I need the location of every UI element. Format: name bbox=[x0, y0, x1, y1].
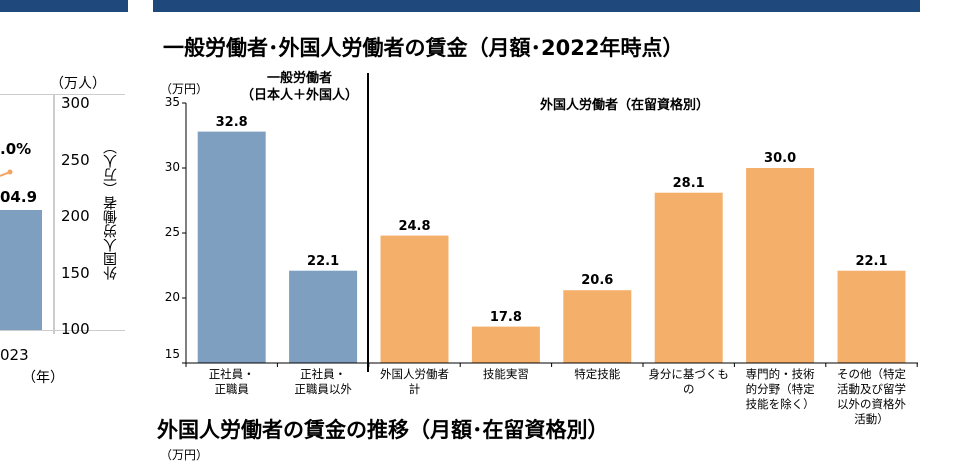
left-chart: （万人） .0% 04.9 300 250 200 150 100 外国人労働者（万人）… bbox=[0, 0, 150, 400]
group-label-general: 一般労働者 （日本人＋外国人） bbox=[240, 71, 358, 103]
y-tick-label: 30 bbox=[164, 160, 180, 174]
category-label: 外国人労働者 計 bbox=[380, 367, 449, 396]
category-label: その他（特定 活動及び留学 以外の資格外 活動） bbox=[837, 367, 906, 426]
header-band-right bbox=[153, 0, 920, 12]
group-label-foreign: 外国人労働者（在留資格別） bbox=[540, 98, 710, 113]
category-label: 専門的・技術 的分野（特定 技能を除く） bbox=[745, 367, 815, 411]
value-label: 17.8 bbox=[489, 309, 522, 325]
category-label: 技能実習 bbox=[482, 367, 529, 381]
bar-2 bbox=[380, 235, 449, 363]
next-section-unit: （万円） bbox=[160, 448, 209, 462]
left-baseline bbox=[0, 330, 125, 331]
left-tick-label: 150 bbox=[61, 263, 90, 282]
y-tick-label: 15 bbox=[164, 347, 180, 361]
y-tick-label: 20 bbox=[164, 290, 180, 304]
left-gridline-top bbox=[0, 94, 125, 95]
left-x-tick: 023 bbox=[0, 346, 29, 364]
value-label: 24.8 bbox=[398, 218, 431, 234]
bar-7 bbox=[837, 270, 906, 363]
left-unit: （万人） bbox=[50, 76, 106, 92]
left-line-label: .0% bbox=[0, 140, 32, 158]
value-label: 22.1 bbox=[307, 253, 340, 269]
left-bar bbox=[0, 210, 42, 330]
category-label: 正社員・ 正職員以外 bbox=[294, 367, 352, 396]
category-label: 特定技能 bbox=[574, 367, 621, 381]
value-label: 22.1 bbox=[855, 253, 888, 269]
y-unit: （万円） bbox=[160, 82, 209, 96]
left-tick-label: 200 bbox=[61, 207, 90, 225]
bar-6 bbox=[746, 168, 815, 363]
y-tick-label: 25 bbox=[164, 225, 180, 239]
next-section-title: 外国人労働者の賃金の推移（月額･在留資格別） bbox=[157, 418, 609, 442]
bar-1 bbox=[289, 270, 358, 363]
bar-3 bbox=[471, 326, 540, 363]
bar-4 bbox=[563, 290, 632, 363]
value-label: 30.0 bbox=[764, 151, 797, 166]
left-bar-label: 04.9 bbox=[0, 188, 38, 206]
left-x-unit: （年） bbox=[22, 370, 64, 386]
header-band-left bbox=[0, 0, 128, 12]
category-label: 身分に基づくも の bbox=[648, 367, 729, 396]
value-label: 20.6 bbox=[581, 273, 614, 289]
left-axis bbox=[53, 94, 55, 334]
bar-5 bbox=[654, 192, 723, 363]
left-tick-label: 300 bbox=[61, 94, 90, 112]
bar-0 bbox=[197, 131, 266, 363]
left-tick-label: 250 bbox=[61, 150, 90, 169]
category-label: 正社員・ 正職員 bbox=[208, 367, 255, 396]
value-label: 28.1 bbox=[672, 175, 705, 191]
value-label: 32.8 bbox=[215, 114, 248, 130]
y-tick-label: 35 bbox=[164, 95, 180, 109]
chart-title: 一般労働者･外国人労働者の賃金（月額･2022年時点） bbox=[163, 36, 684, 60]
left-tick-label: 100 bbox=[61, 320, 90, 338]
left-line bbox=[0, 169, 13, 177]
